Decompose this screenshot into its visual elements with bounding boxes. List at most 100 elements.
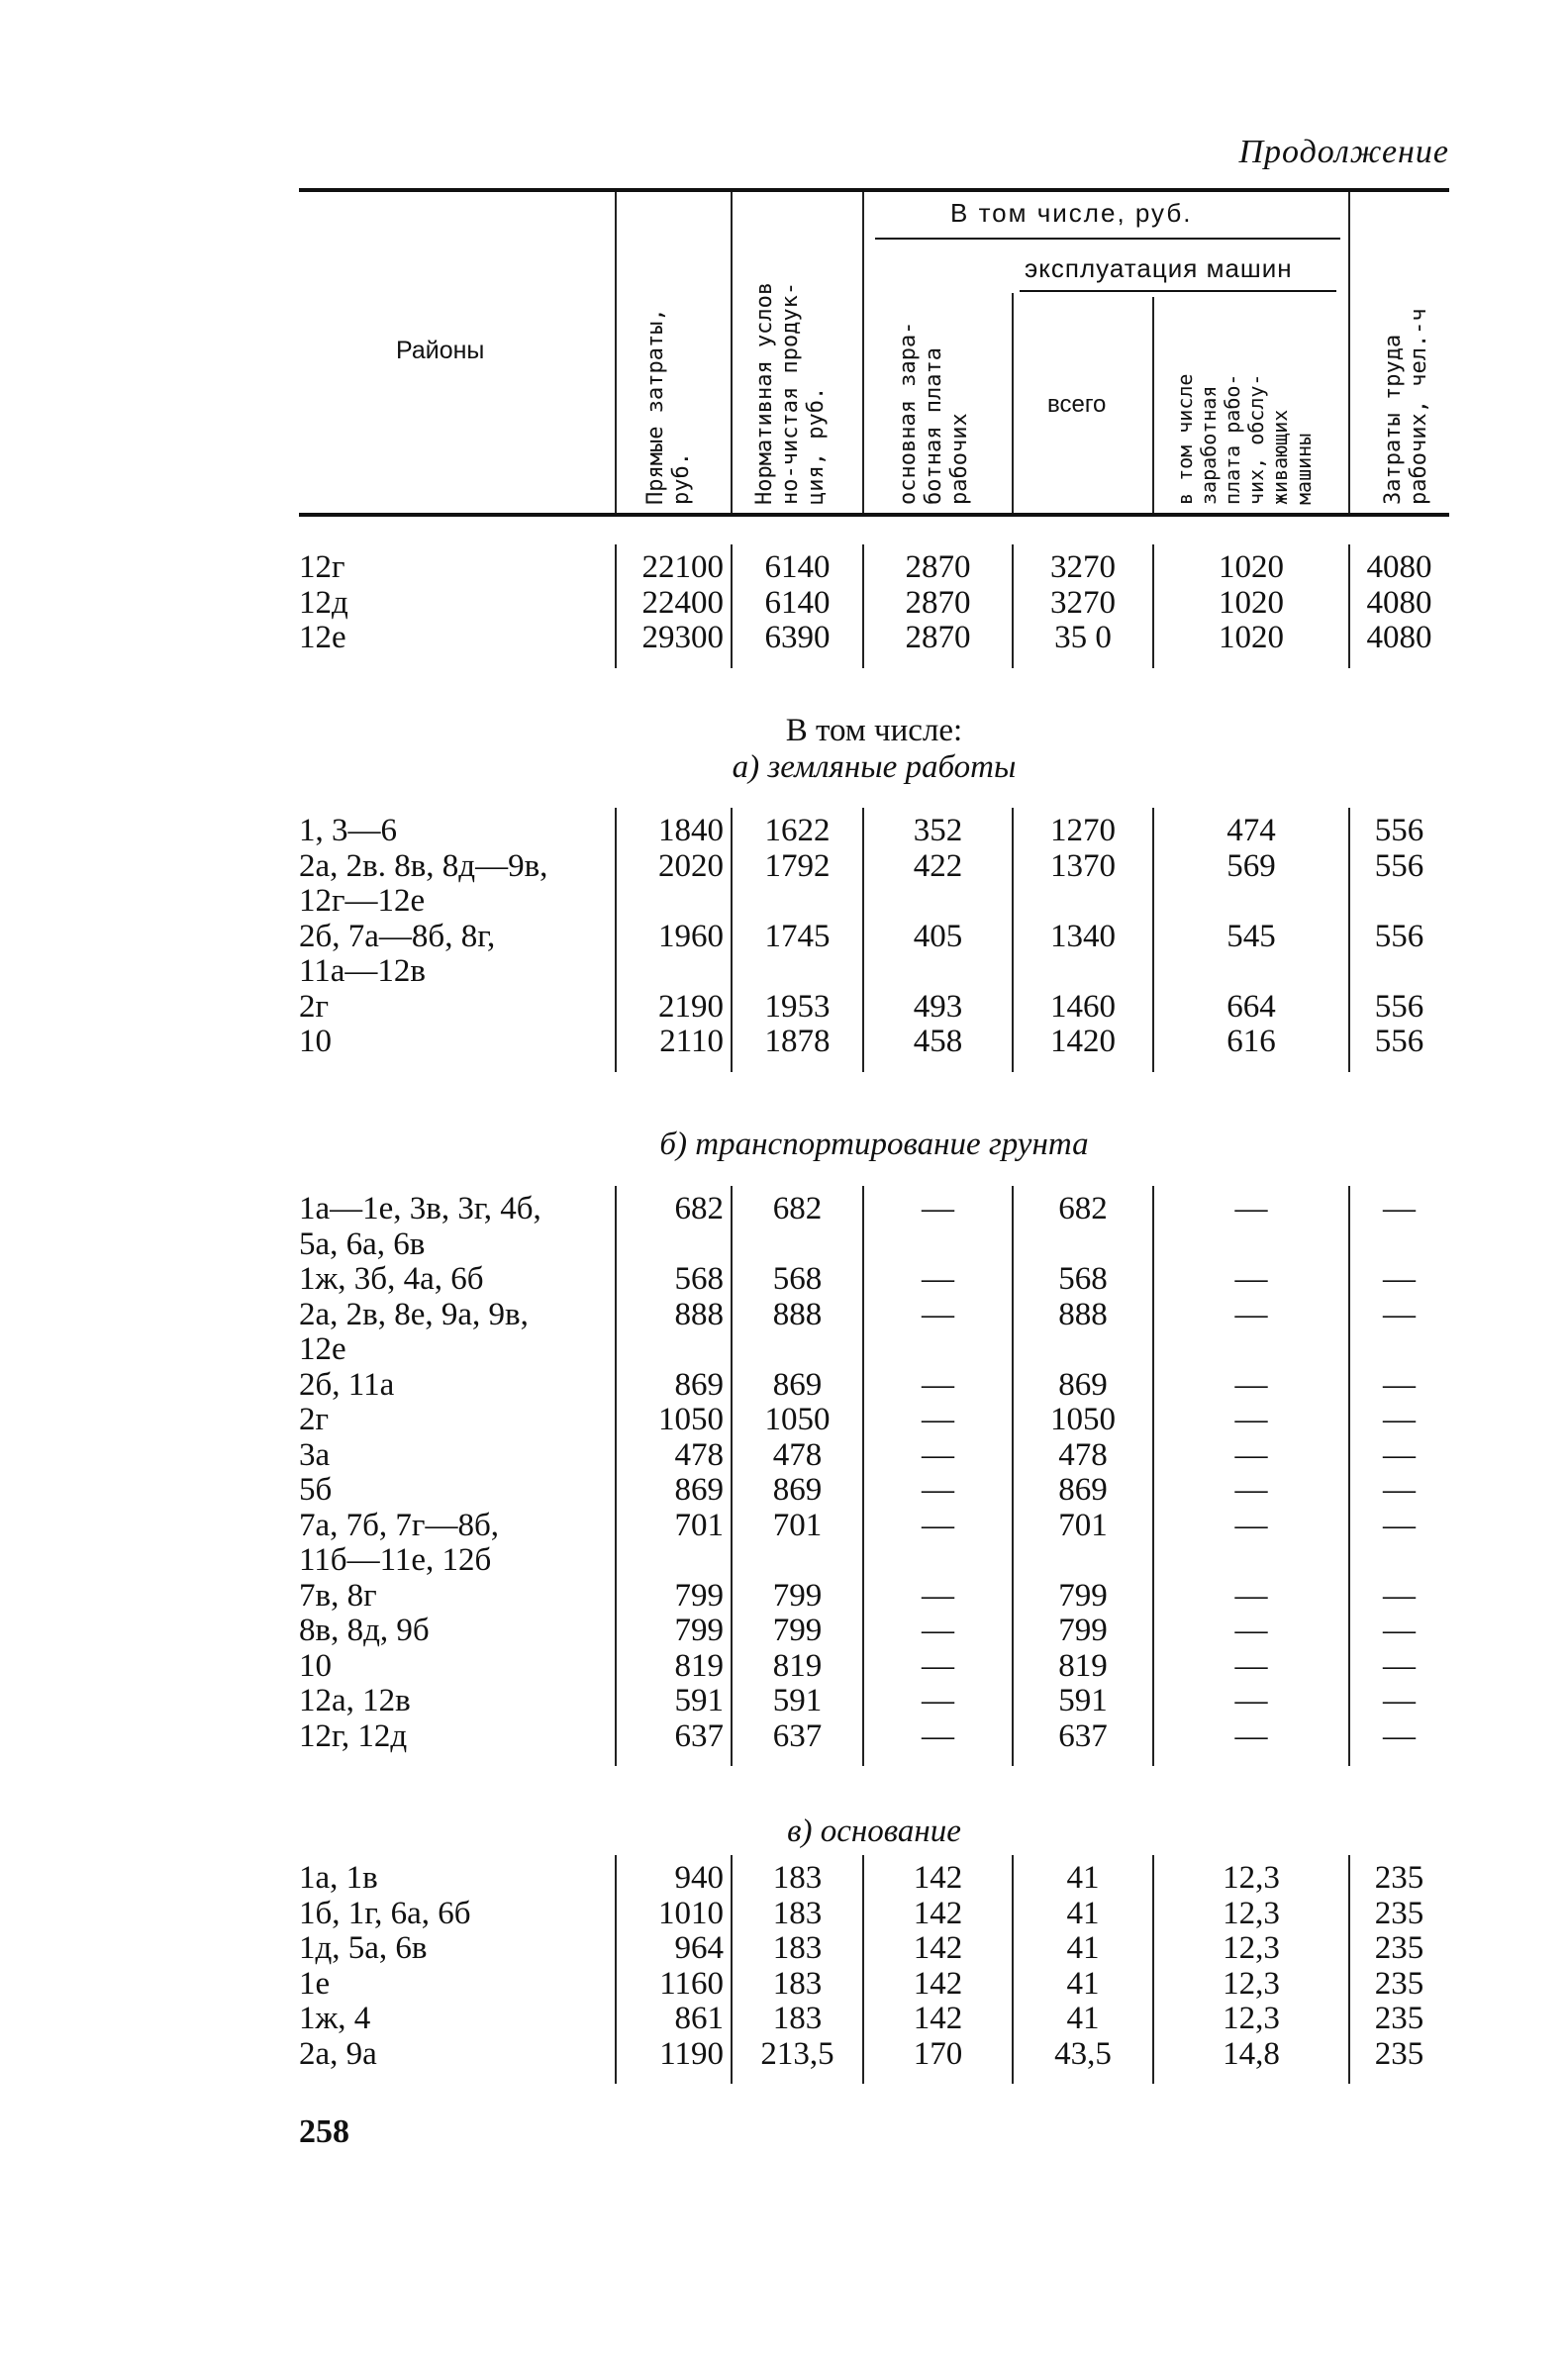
value-cell: 569 — [1226, 847, 1276, 884]
value-cell: — — [1383, 1261, 1416, 1297]
column-divider — [731, 544, 733, 668]
region-line: 1ж, 4 — [299, 2001, 371, 2036]
value-cell: 183 — [772, 2001, 823, 2036]
section-block: 1а—1е, 3в, 3г, 4б, 5а, 6а, 6в 682 682—682— —… — [299, 1191, 1449, 1754]
column-divider — [1012, 1855, 1014, 2084]
value-cell: 701 — [1058, 1507, 1108, 1543]
region-line: 1, 3—6 — [299, 813, 397, 848]
column-divider — [1348, 1186, 1350, 1766]
table-row: 1б, 1г, 6а, 6б 1010 183 142 41 12,3 235 — [299, 1895, 1449, 1932]
value-cell: 799 — [772, 1577, 823, 1614]
value-cell: 142 — [913, 2001, 963, 2036]
value-cell: 170 — [913, 2035, 963, 2072]
value-cell: 869 — [674, 1366, 725, 1403]
region-cell: 2б, 11а — [299, 1367, 616, 1404]
value-cell: 4080 — [1366, 620, 1432, 655]
page-number: 258 — [299, 2113, 349, 2150]
value-cell: 12,3 — [1223, 2001, 1280, 2036]
column-divider — [862, 1186, 864, 1766]
value-cell: 682 — [772, 1191, 823, 1226]
value-cell: 940 — [674, 1860, 725, 1896]
region-cell: 1, 3—6 — [299, 813, 616, 849]
region-line: 12г, 12д — [299, 1717, 408, 1754]
value-cell: 2190 — [658, 988, 724, 1025]
value-cell: 637 — [674, 1717, 725, 1754]
column-divider — [862, 1855, 864, 2084]
value-cell: 6140 — [764, 584, 831, 621]
table-row: 10 819 819 — 819 — — — [299, 1647, 1449, 1685]
value-cell: — — [922, 1472, 954, 1508]
value-cell: 235 — [1374, 1860, 1424, 1896]
value-cell: — — [922, 1613, 954, 1648]
section-subtitle: б) транспортирование грунта — [659, 1127, 1089, 1162]
value-cell: — — [1383, 1191, 1416, 1226]
region-line: 5б — [299, 1472, 333, 1508]
value-cell: 43,5 — [1054, 2035, 1112, 2072]
region-cell: 2а, 2в, 8е, 9а, 9в, 12е — [299, 1297, 616, 1368]
value-cell: 556 — [1374, 988, 1424, 1025]
table-row: 1ж, 3б, 4а, 6б 568 568 — 568 — — — [299, 1261, 1449, 1298]
value-cell: — — [1234, 1613, 1268, 1648]
region-cell: 2г — [299, 1402, 616, 1438]
divider — [1012, 293, 1014, 513]
value-cell: 1160 — [659, 1965, 724, 2002]
table-row: 1, 3—6 1840 1622 352 1270 474 556 — [299, 813, 1449, 849]
value-cell: 819 — [674, 1647, 725, 1684]
value-cell: 183 — [772, 1860, 823, 1896]
region-line: 5а, 6а, 6в — [299, 1226, 426, 1262]
value-cell: — — [922, 1507, 954, 1543]
value-cell: 41 — [1066, 1895, 1100, 1931]
value-cell: — — [1383, 1472, 1416, 1508]
value-cell: 235 — [1374, 1895, 1424, 1931]
region-line: 1а—1е, 3в, 3г, 4б, — [299, 1191, 541, 1226]
region-line: 10 — [299, 1024, 332, 1059]
table-row: 12д 22400 6140 2870 3270 1020 4080 — [299, 584, 1449, 622]
section-title: В том числе: — [785, 713, 963, 748]
table-top-rule — [299, 188, 1449, 192]
value-cell: — — [1383, 1402, 1416, 1437]
region-line: 11а—12в — [299, 953, 427, 989]
divider — [1020, 290, 1336, 292]
region-cell: 12г — [299, 549, 616, 586]
region-line: 1б, 1г, 6а, 6б — [299, 1895, 471, 1931]
table-row: 1а, 1в 940 183 142 41 12,3 235 — [299, 1860, 1449, 1897]
region-cell: 2а, 9а — [299, 2036, 616, 2073]
value-cell: 213,5 — [760, 2035, 834, 2072]
region-line: 11б—11е, 12б — [299, 1542, 492, 1578]
value-cell: 4080 — [1366, 549, 1432, 585]
value-cell: 183 — [772, 1895, 823, 1931]
region-cell: 12е — [299, 620, 616, 656]
column-divider — [1348, 808, 1350, 1072]
value-cell: — — [1383, 1296, 1416, 1332]
region-line: 1е — [299, 1965, 331, 2002]
value-cell: 14,8 — [1223, 2035, 1280, 2072]
value-cell: 869 — [1058, 1366, 1108, 1403]
value-cell: 12,3 — [1223, 1895, 1280, 1931]
value-cell: 29300 — [641, 620, 725, 655]
table-row: 2б, 7а—8б, 8г, 11а—12в 1960 1745 405 1340 545 5… — [299, 918, 1449, 990]
value-cell: — — [1383, 1683, 1416, 1718]
region-line: 1ж, 3б, 4а, 6б — [299, 1261, 484, 1297]
value-cell: 819 — [772, 1647, 823, 1684]
column-divider — [615, 1855, 617, 2084]
value-cell: 6390 — [764, 620, 831, 655]
region-cell: 1ж, 4 — [299, 2001, 616, 2037]
region-cell: 2г — [299, 988, 616, 1026]
value-cell: — — [1383, 1577, 1416, 1614]
header-bottom-rule — [299, 513, 1449, 517]
value-cell: 405 — [913, 918, 963, 954]
column-divider — [731, 1186, 733, 1766]
value-cell: 478 — [1058, 1436, 1108, 1473]
region-line: 2а, 2в. 8в, 8д—9в, — [299, 847, 548, 884]
value-cell: 556 — [1374, 1024, 1424, 1059]
value-cell: — — [1234, 1366, 1268, 1403]
value-cell: 701 — [772, 1507, 823, 1543]
region-cell: 7а, 7б, 7г—8б, 11б—11е, 12б — [299, 1508, 616, 1579]
value-cell: 12,3 — [1223, 1930, 1280, 1966]
region-line: 12г—12е — [299, 883, 426, 919]
value-cell: 41 — [1066, 2001, 1100, 2036]
region-line: 2г — [299, 988, 330, 1025]
value-cell: 1840 — [658, 813, 724, 848]
header-regions: Районы — [396, 337, 485, 364]
value-cell: 1050 — [764, 1402, 831, 1437]
